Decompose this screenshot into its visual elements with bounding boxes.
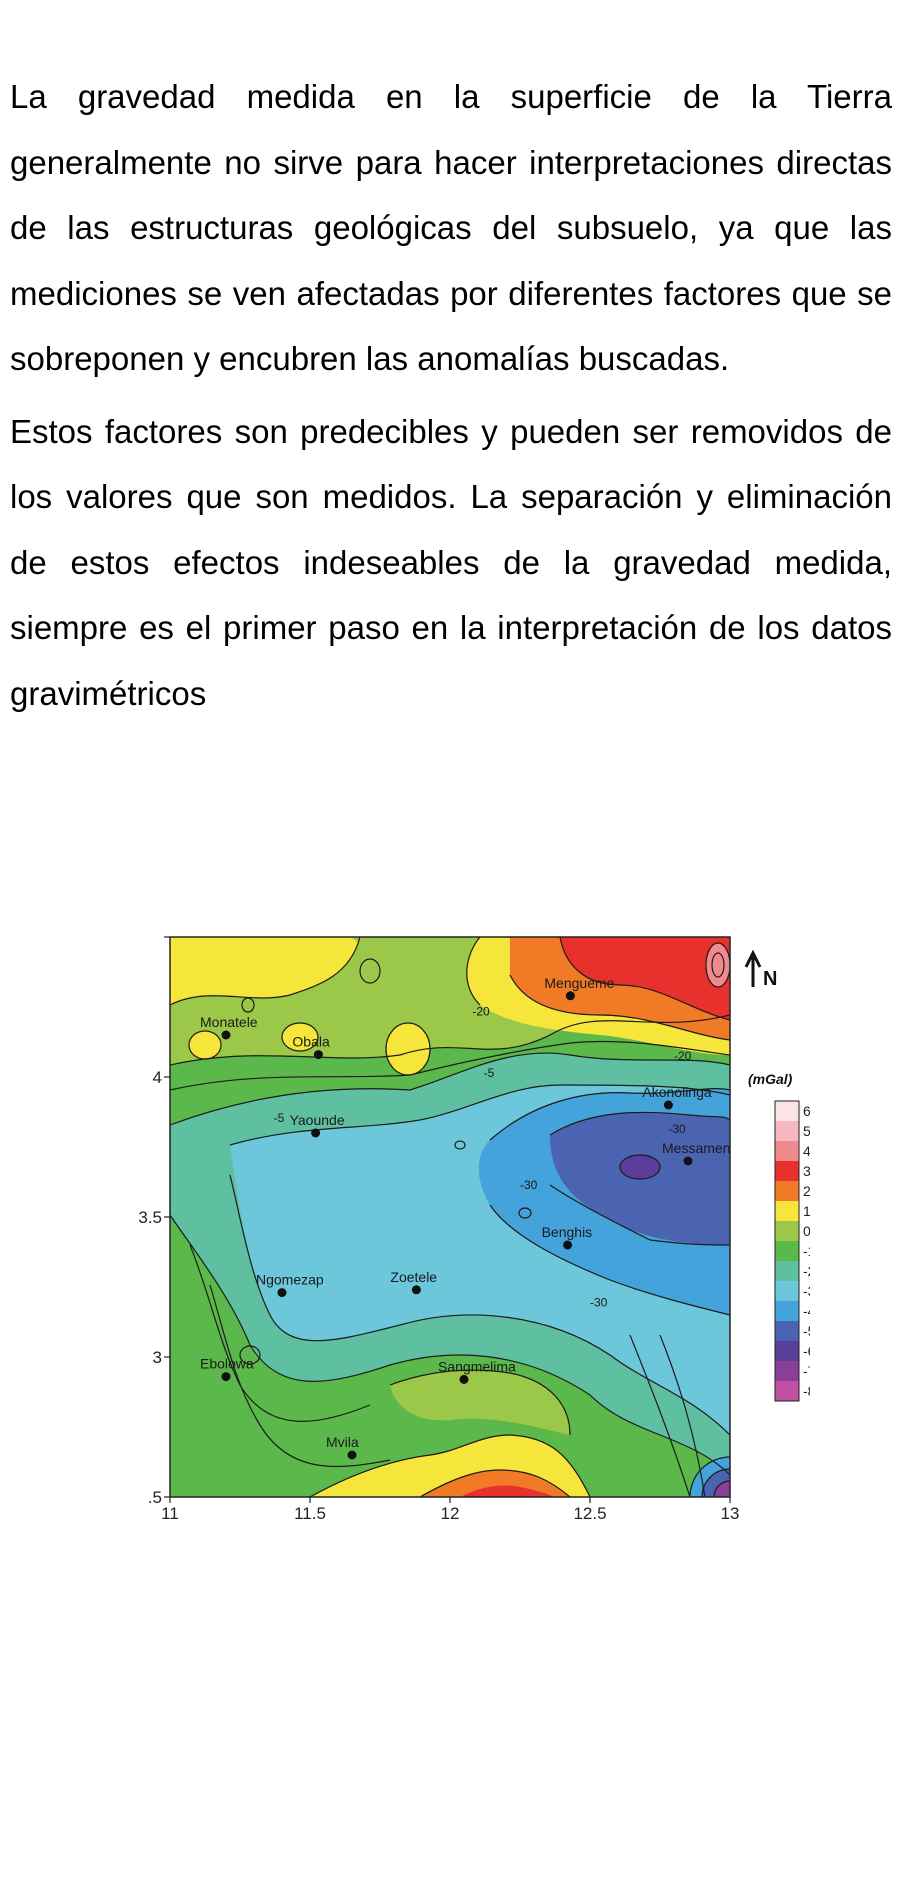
north-label: N [763, 968, 777, 990]
contour-label: -5 [274, 1111, 285, 1125]
town-mengueme: Mengueme [544, 975, 615, 1001]
town-marker [347, 1450, 357, 1460]
y-tick-label: .5 [148, 1488, 162, 1507]
town-label: Sangmelima [438, 1358, 516, 1374]
colorbar-label: -40 [803, 1303, 810, 1319]
town-label: Akonolinga [642, 1084, 711, 1100]
colorbar-label: -10 [803, 1243, 810, 1259]
town-label: Mengueme [544, 975, 614, 991]
town-markers: Monatele Obala Yaounde Mengueme Akonolinga Me… [200, 975, 738, 1460]
town-akonolinga: Akonolinga [642, 1084, 712, 1110]
town-mvila: Mvila [326, 1434, 359, 1460]
town-obala: Obala [292, 1034, 330, 1060]
colorbar-label: 20 [803, 1183, 810, 1199]
town-benghis: Benghis [542, 1224, 593, 1250]
town-label: Obala [292, 1034, 330, 1050]
colorbar-swatch [775, 1321, 799, 1341]
y-tick-label: 4 [153, 1068, 162, 1087]
town-marker [459, 1374, 469, 1384]
colorbar-label: 50 [803, 1123, 810, 1139]
gravity-anomaly-map: -30 -30 -30 -20 -20 -5 -5 Monatele Obala Yaounde… [138, 936, 823, 1523]
colorbar-swatch [775, 1301, 799, 1321]
paragraph-2: Estos factores son predecibles y pueden … [10, 412, 892, 712]
contour-fill: -30 -30 -30 -20 -20 -5 -5 Monatele Obala Yaounde… [170, 937, 738, 1497]
colorbar-swatch [775, 1201, 799, 1221]
town-marker [683, 1156, 693, 1166]
contour-lines [170, 937, 730, 1497]
colorbar-swatch [775, 1341, 799, 1361]
paragraph-1: La gravedad medida en la superficie de l… [10, 78, 892, 377]
colorbar-label: 10 [803, 1203, 810, 1219]
town-marker [313, 1050, 323, 1060]
colorbar-swatch [775, 1381, 799, 1401]
north-arrow: N [744, 949, 777, 990]
x-tick-label: 13 [721, 1504, 740, 1523]
colorbar-swatch [775, 1141, 799, 1161]
town-zoetele: Zoetele [390, 1269, 437, 1295]
town-label: Yaounde [290, 1112, 345, 1128]
town-marker [221, 1372, 231, 1382]
town-ebolowa: Ebolowa [200, 1356, 254, 1382]
colorbar-label: -20 [803, 1263, 810, 1279]
colorbar-label: -50 [803, 1323, 810, 1339]
colorbar: 60 50 40 30 20 10 0 -10 -20 -30 -40 -50 -60 -70 -80 [774, 1100, 823, 1402]
colorbar-label: 0 [803, 1223, 810, 1239]
town-marker [277, 1288, 287, 1298]
town-label: Zoetele [390, 1269, 437, 1285]
town-marker [663, 1100, 673, 1110]
town-sangmelima: Sangmelima [438, 1358, 516, 1384]
town-label: Benghis [542, 1224, 593, 1240]
north-arrow-icon [744, 949, 762, 987]
colorbar-swatch [775, 1121, 799, 1141]
colorbar-label: 30 [803, 1163, 810, 1179]
colorbar-label: 40 [803, 1143, 810, 1159]
contour-label: -30 [520, 1178, 538, 1192]
town-ngomezap: Ngomezap [256, 1272, 324, 1298]
gravity-anomaly-map-figure: -30 -30 -30 -20 -20 -5 -5 Monatele Obala Yaounde… [130, 915, 823, 1525]
colorbar-unit-label: (mGal) [748, 1071, 793, 1087]
contour-label: -20 [674, 1049, 692, 1063]
colorbar-label: 60 [803, 1103, 810, 1119]
colorbar-swatch [775, 1181, 799, 1201]
y-tick-label: 3.5 [138, 1208, 162, 1227]
x-tick-label: 12 [441, 1504, 460, 1523]
colorbar-swatch [775, 1361, 799, 1381]
colorbar-label: -30 [803, 1283, 810, 1299]
colorbar-swatch [775, 1241, 799, 1261]
town-marker [565, 991, 575, 1001]
colorbar-swatch [775, 1281, 799, 1301]
colorbar-label: -80 [803, 1383, 810, 1399]
x-tick-label: 11 [161, 1504, 179, 1523]
town-marker [563, 1240, 573, 1250]
colorbar-swatch [775, 1261, 799, 1281]
town-marker [411, 1285, 421, 1295]
contour-label: -20 [472, 1004, 490, 1018]
contour-label: -30 [590, 1296, 608, 1310]
town-label: Monatele [200, 1014, 258, 1030]
town-marker [311, 1128, 321, 1138]
colorbar-swatch [775, 1161, 799, 1181]
contour-label: -30 [668, 1122, 686, 1136]
town-monatele: Monatele [200, 1014, 258, 1040]
x-tick-label: 12.5 [573, 1504, 606, 1523]
y-tick-label: 3 [153, 1348, 162, 1367]
town-label: Ngomezap [256, 1272, 324, 1288]
colorbar-label: -60 [803, 1343, 810, 1359]
colorbar-frame [774, 1100, 800, 1402]
colorbar-swatch [775, 1221, 799, 1241]
town-marker [221, 1030, 231, 1040]
town-label: Mvila [326, 1434, 359, 1450]
colorbar-swatch [775, 1101, 799, 1121]
town-label: Ebolowa [200, 1356, 254, 1372]
town-yaounde: Yaounde [290, 1112, 345, 1138]
contour-label: -5 [484, 1066, 495, 1080]
town-label: Messamena [662, 1140, 738, 1156]
body-text: La gravedad medida en la superficie de l… [10, 64, 892, 733]
x-tick-label: 11.5 [294, 1504, 326, 1523]
contour-labels: -30 -30 -30 -20 -20 -5 -5 [274, 1004, 692, 1309]
town-messamena: Messamena [662, 1140, 738, 1166]
colorbar-label: -70 [803, 1363, 810, 1379]
